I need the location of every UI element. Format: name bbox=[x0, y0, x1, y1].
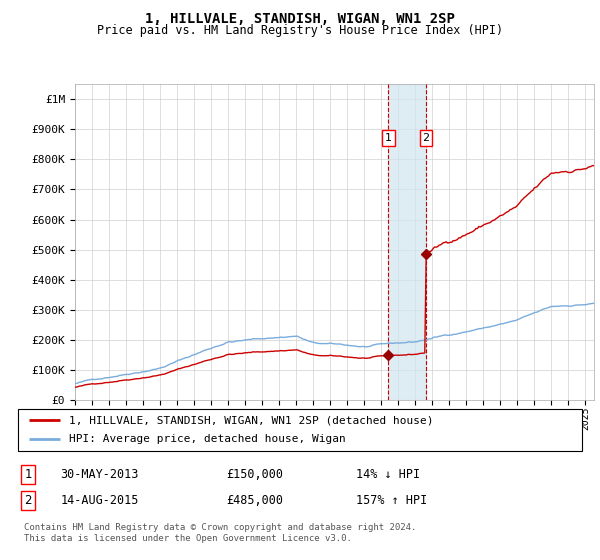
Text: 157% ↑ HPI: 157% ↑ HPI bbox=[356, 494, 428, 507]
Text: £485,000: £485,000 bbox=[227, 494, 284, 507]
Text: 1, HILLVALE, STANDISH, WIGAN, WN1 2SP (detached house): 1, HILLVALE, STANDISH, WIGAN, WN1 2SP (d… bbox=[69, 415, 433, 425]
Text: 1: 1 bbox=[385, 133, 392, 143]
Text: 30-MAY-2013: 30-MAY-2013 bbox=[60, 468, 139, 482]
Bar bbox=[388, 84, 426, 400]
Text: 2: 2 bbox=[422, 133, 430, 143]
Text: Contains HM Land Registry data © Crown copyright and database right 2024.
This d: Contains HM Land Registry data © Crown c… bbox=[23, 523, 416, 543]
Text: 1: 1 bbox=[25, 468, 32, 482]
Text: Price paid vs. HM Land Registry's House Price Index (HPI): Price paid vs. HM Land Registry's House … bbox=[97, 24, 503, 36]
Text: £150,000: £150,000 bbox=[227, 468, 284, 482]
Text: 14% ↓ HPI: 14% ↓ HPI bbox=[356, 468, 421, 482]
Text: HPI: Average price, detached house, Wigan: HPI: Average price, detached house, Wiga… bbox=[69, 435, 346, 445]
Text: 14-AUG-2015: 14-AUG-2015 bbox=[60, 494, 139, 507]
Text: 1, HILLVALE, STANDISH, WIGAN, WN1 2SP: 1, HILLVALE, STANDISH, WIGAN, WN1 2SP bbox=[145, 12, 455, 26]
Text: 2: 2 bbox=[25, 494, 32, 507]
